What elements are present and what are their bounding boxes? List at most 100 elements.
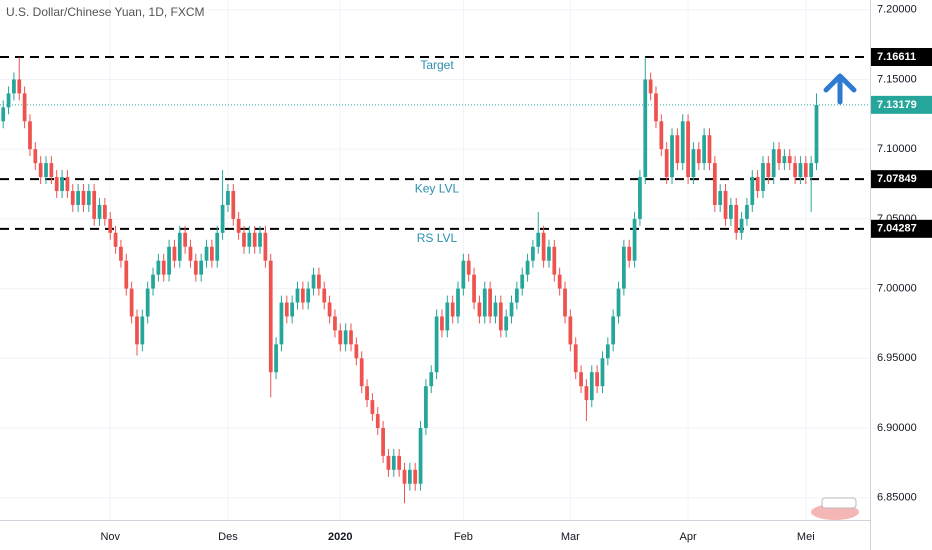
candle-body: [199, 260, 204, 275]
candle-body: [38, 163, 43, 178]
candle-body: [440, 316, 444, 331]
candle-body: [60, 177, 64, 191]
y-tick-label: 6.90000: [877, 422, 917, 434]
candle-body: [188, 246, 193, 261]
candle-body: [81, 190, 86, 205]
candle-body: [504, 316, 509, 331]
candle-body: [338, 330, 343, 345]
candle-body: [766, 163, 771, 178]
candle-body: [54, 177, 59, 191]
candle-body: [434, 316, 439, 373]
x-tick-label: Feb: [454, 531, 473, 543]
candle-body: [466, 260, 471, 275]
candle-body: [712, 163, 717, 205]
candle-body: [600, 358, 605, 387]
level-name: Key LVL: [415, 181, 460, 195]
y-tick-label: 7.00000: [877, 282, 917, 294]
candle-body: [616, 288, 621, 317]
candle-body: [750, 177, 755, 205]
levels: Target Key LVL RS LVL: [0, 56, 870, 245]
candle-body: [402, 469, 407, 484]
candle-body: [151, 274, 155, 289]
candle-body: [648, 79, 653, 94]
x-tick-label: Mar: [561, 531, 580, 543]
candle-body: [220, 204, 225, 233]
candle-body: [595, 372, 599, 387]
candle-body: [33, 149, 38, 164]
y-tick-label: 7.10000: [877, 143, 917, 155]
candle-body: [514, 288, 519, 303]
candle-body: [129, 288, 134, 317]
candle-body: [290, 302, 295, 317]
candle-body: [696, 149, 701, 164]
candle-body: [375, 414, 380, 428]
candle-body: [333, 316, 337, 331]
candle-body: [536, 232, 541, 247]
chart-title: U.S. Dollar/Chinese Yuan, 1D, FXCM: [6, 5, 205, 19]
level-price-box: [871, 219, 932, 238]
candle-body: [686, 121, 690, 178]
candle-body: [723, 190, 728, 219]
candle-body: [670, 135, 674, 178]
candle-body: [108, 218, 113, 233]
candle-body: [654, 93, 658, 122]
candle-body: [734, 204, 739, 233]
candle-body: [6, 93, 11, 108]
candle-body: [584, 386, 589, 401]
candle-body: [461, 260, 466, 289]
candle-body: [638, 177, 642, 219]
candle-body: [268, 260, 273, 373]
level-name: Target: [420, 58, 454, 72]
candle-body: [349, 330, 353, 345]
candle-body: [771, 149, 776, 178]
candle-body: [306, 288, 311, 303]
candle-body: [579, 372, 583, 387]
candle-body: [413, 469, 418, 484]
candle-body: [498, 302, 503, 331]
candle-body: [102, 204, 107, 219]
candle-body: [798, 163, 803, 178]
candle-body: [113, 232, 118, 247]
candle-body: [279, 302, 284, 345]
candle-body: [809, 163, 814, 178]
candle-body: [236, 218, 241, 233]
up-arrow: [823, 73, 857, 105]
candle-body: [161, 260, 166, 275]
candle-body: [718, 190, 723, 205]
level-name: RS LVL: [417, 231, 458, 245]
candle-body: [568, 316, 573, 345]
candle-body: [445, 302, 450, 331]
candle-body: [12, 79, 16, 94]
candle-body: [761, 163, 765, 191]
candle-body: [573, 344, 578, 373]
x-tick-label: 2020: [328, 531, 352, 543]
candle-body: [242, 232, 246, 247]
candle-body: [547, 246, 551, 261]
candle-body: [391, 455, 396, 470]
candle-body: [92, 190, 97, 219]
candle-body: [407, 469, 412, 484]
candle-body: [231, 190, 236, 219]
candle-body: [49, 163, 54, 178]
candle-body: [22, 93, 27, 122]
candle-body: [172, 246, 177, 261]
candle-body: [145, 288, 150, 317]
candle-body: [793, 163, 797, 178]
candle-body: [472, 274, 476, 303]
candle-body: [263, 232, 268, 261]
candle-body: [787, 156, 792, 164]
x-tick-label: Des: [218, 531, 238, 543]
candle-body: [252, 232, 257, 247]
candle-body: [691, 149, 696, 178]
level-price-box: [871, 170, 932, 189]
candle-body: [632, 218, 637, 261]
candle-body: [28, 121, 32, 150]
candle-body: [482, 288, 487, 317]
candle-body: [424, 386, 428, 428]
candle-body: [177, 232, 182, 261]
candle-body: [156, 260, 161, 275]
level-price-label: 7.07849: [877, 173, 917, 185]
current-price-box: [871, 95, 932, 114]
candle-body: [317, 274, 321, 289]
